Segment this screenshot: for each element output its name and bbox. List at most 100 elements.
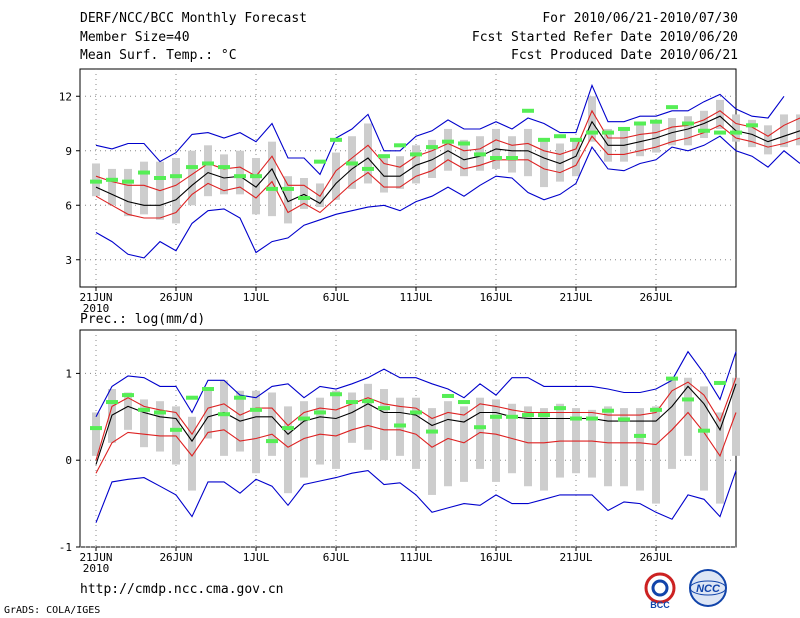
temp-spread-box: [412, 145, 420, 184]
temp-median-marker: [186, 165, 198, 170]
prec-series-max: [95, 350, 737, 418]
prec-median-marker: [410, 410, 422, 415]
temp-median-marker: [170, 174, 182, 179]
prec-median-marker: [346, 400, 358, 405]
prec-series-upper: [95, 377, 737, 461]
prec-median-marker: [122, 393, 134, 398]
temp-series-mean: [95, 115, 800, 206]
temp-spread-box: [748, 119, 756, 148]
temp-y-tick-label: 3: [65, 254, 72, 267]
temp-spread-box: [524, 128, 532, 177]
prec-spread-box: [140, 399, 148, 448]
temp-y-tick-label: 6: [65, 199, 72, 212]
temp-spread-box: [700, 110, 708, 139]
temp-median-marker: [122, 179, 134, 184]
prec-median-marker: [570, 416, 582, 421]
temp-x-tick-label: 1JUL: [243, 291, 270, 304]
temp-median-marker: [682, 121, 694, 126]
prec-spread-box: [684, 377, 692, 456]
forecast-period: For 2010/06/21-2010/07/30: [542, 11, 738, 26]
prec-spread-box: [220, 380, 228, 456]
prec-median-marker: [442, 393, 454, 398]
temp-x-tick-label: 16JUL: [479, 291, 512, 304]
prec-spread-box: [300, 401, 308, 478]
temp-spread-box: [108, 168, 116, 206]
chart-title: DERF/NCC/BCC Monthly Forecast: [80, 11, 307, 26]
temp-series-lower: [95, 124, 800, 219]
prec-median-marker: [298, 416, 310, 421]
prec-median-marker: [138, 407, 150, 412]
prec-median-marker: [362, 399, 374, 404]
temp-spread-box: [364, 123, 372, 184]
prec-median-marker: [90, 426, 102, 431]
temp-spread-box: [204, 145, 212, 197]
temp-median-marker: [666, 105, 678, 110]
prec-y-tick-label: -1: [59, 541, 72, 554]
temp-median-marker: [426, 145, 438, 150]
prec-median-marker: [330, 392, 342, 397]
temp-spread-box: [236, 150, 244, 195]
prec-median-marker: [666, 376, 678, 381]
prec-median-marker: [618, 417, 630, 422]
temp-spread-box: [284, 176, 292, 224]
prec-spread-box: [268, 392, 276, 456]
prec-median-marker: [378, 406, 390, 411]
prec-year-label: 2010: [83, 562, 110, 575]
temp-spread-box: [300, 178, 308, 209]
temp-spread-box: [444, 128, 452, 171]
temp-median-marker: [602, 130, 614, 135]
prec-spread-box: [412, 397, 420, 469]
temp-median-marker: [442, 139, 454, 144]
agency-logos: BCC NCC: [644, 569, 727, 610]
prec-spread-box: [156, 401, 164, 452]
prec-median-marker: [106, 400, 118, 405]
prec-median-marker: [202, 387, 214, 392]
prec-spread-box: [444, 401, 452, 487]
temp-year-label: 2010: [83, 302, 110, 315]
temp-median-marker: [506, 156, 518, 161]
prec-spread-box: [252, 390, 260, 474]
temp-y-tick-label: 9: [65, 145, 72, 158]
ncc-logo-icon: NCC: [689, 569, 727, 607]
temp-plot-frame: [79, 68, 737, 288]
temp-median-marker: [458, 141, 470, 146]
prec-spread-box: [348, 392, 356, 443]
prec-median-marker: [474, 425, 486, 430]
website-link[interactable]: http://cmdp.ncc.cma.gov.cn: [80, 582, 284, 597]
temp-median-marker: [746, 123, 758, 128]
temp-median-marker: [730, 130, 742, 135]
prec-median-marker: [170, 427, 182, 432]
temp-spread-box: [572, 139, 580, 177]
temp-spread-box: [124, 168, 132, 217]
prec-variable-label: Prec.: log(mm/d): [80, 312, 206, 327]
temp-spread-box: [380, 154, 388, 193]
temp-spread-box: [684, 116, 692, 146]
prec-series-min: [95, 470, 737, 523]
prec-median-marker: [458, 400, 470, 405]
temp-x-tick-label: 21JUN: [79, 291, 112, 304]
temp-median-marker: [554, 134, 566, 139]
temp-x-tick-label: 21JUL: [559, 291, 592, 304]
temp-median-marker: [698, 128, 710, 133]
temp-variable-label: Mean Surf. Temp.: °C: [80, 48, 237, 63]
prec-spread-box: [492, 399, 500, 482]
prec-x-tick-label: 11JUL: [399, 551, 432, 564]
prec-median-marker: [234, 395, 246, 400]
temp-spread-box: [540, 138, 548, 188]
prec-spread-box: [204, 389, 212, 439]
temp-median-marker: [330, 137, 342, 142]
prec-spread-box: [476, 397, 484, 469]
prec-median-marker: [314, 410, 326, 415]
temp-median-marker: [474, 152, 486, 157]
temp-spread-box: [588, 96, 596, 142]
temp-median-marker: [90, 179, 102, 184]
temp-spread-box: [396, 156, 404, 189]
prec-x-tick-label: 16JUL: [479, 551, 512, 564]
temp-median-marker: [154, 176, 166, 180]
bcc-logo-text: BCC: [650, 600, 670, 610]
temp-x-tick-label: 11JUL: [399, 291, 432, 304]
prec-spread-box: [540, 408, 548, 491]
temp-median-marker: [570, 137, 582, 142]
prec-spread-box: [732, 377, 740, 456]
